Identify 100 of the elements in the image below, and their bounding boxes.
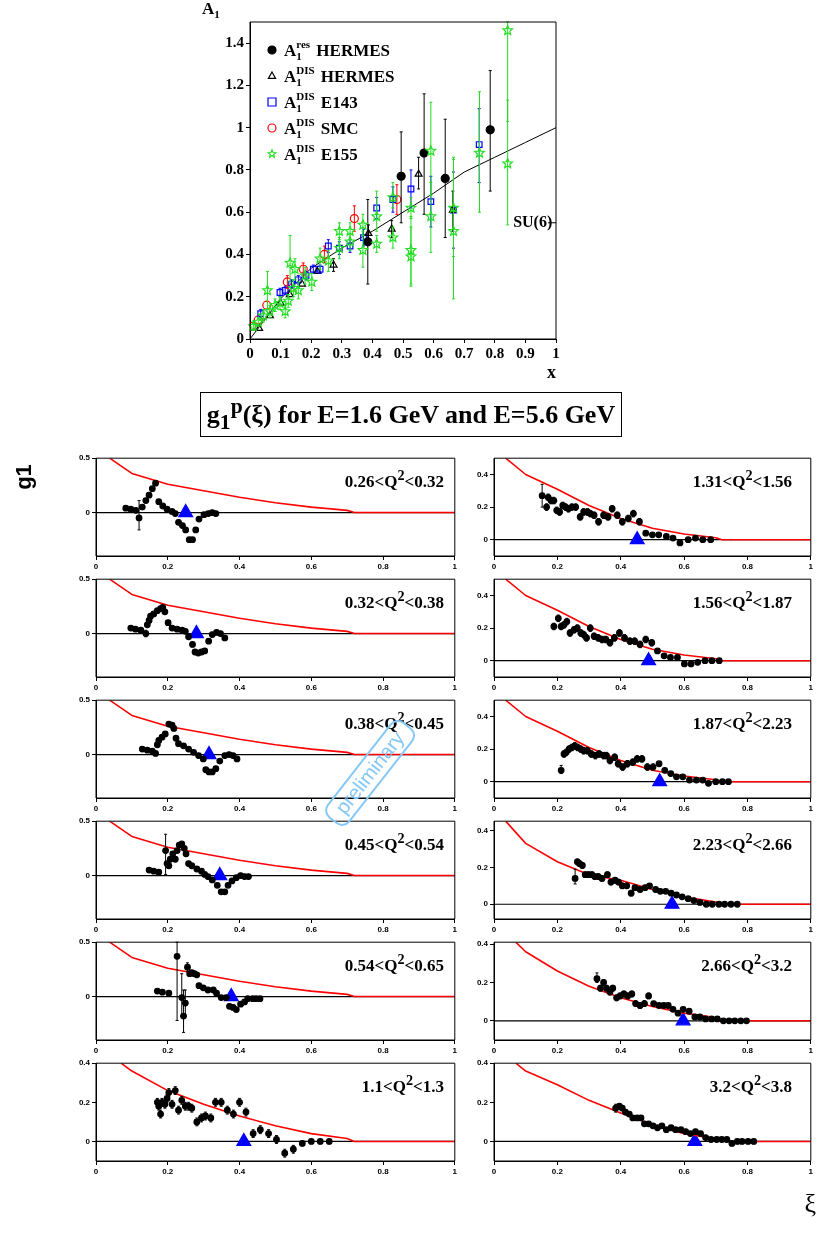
x-tick-label: 0 [93,925,99,934]
x-tick-label: 0.8 [741,562,754,571]
y-tick-label: 0.4 [476,469,489,479]
x-tick-label: 0.4 [615,925,627,934]
x-tick-label: 0.3 [332,344,352,361]
x-tick-label: 0.2 [162,804,174,813]
x-tick-label: 0.8 [377,683,390,692]
x-tick-label: 0.4 [615,1167,627,1176]
x-tick-label: 1 [452,1167,458,1176]
annotation: 1.31<Q$^{2}$<1.56 [692,467,792,492]
x-tick-label: 0.2 [162,1167,174,1176]
x-tick-label: 0.4 [615,683,627,692]
x-tick-label: 0 [93,1167,99,1176]
x-tick-label: 0.6 [678,1046,691,1055]
y-tick-label: 0.5 [78,574,91,584]
annotation: 0.32<Q$^{2}$<0.38 [344,588,444,613]
x-tick-label: 0.8 [377,562,390,571]
y-tick-label: 0 [85,749,91,759]
x-tick-label: 1 [452,1046,458,1055]
x-tick-label: 1 [452,562,458,571]
x-tick-label: 0.8 [377,1167,390,1176]
annotation: 2.23<Q$^{2}$<2.66 [692,830,792,855]
y-tick-label: 0 [483,1016,489,1026]
x-tick-label: 0.8 [741,1046,754,1055]
y-tick-label: 0 [85,1136,91,1146]
y-tick-label: 0.5 [78,937,91,947]
x-tick-label: 0.7 [454,344,475,361]
x-tick-label: 0.2 [162,1046,174,1055]
y-tick-label: 0.2 [476,1097,489,1107]
y-tick-label: 0 [236,329,244,346]
y-tick-label: 0.8 [225,160,244,177]
x-tick-label: 0.8 [741,683,754,692]
x-tick-label: 0.6 [678,804,691,813]
x-tick-label: 0.4 [615,562,627,571]
x-tick-label: 0.2 [551,683,564,692]
x-tick-label: 0.2 [551,804,564,813]
y-tick-label: 0.4 [78,1058,91,1068]
x-tick-label: 0.4 [615,804,627,813]
annotation: 0.54<Q$^{2}$<0.65 [344,951,444,976]
y-tick-label: 0.5 [78,453,91,463]
y-tick-label: 0.2 [476,744,489,754]
annotation: 1.1<Q$^{2}$<1.3 [361,1072,444,1097]
x-tick-label: 1 [552,344,560,361]
annotation: 2.66<Q$^{2}$<3.2 [701,951,792,976]
x-tick-label: 1 [808,804,814,813]
x-tick-label: 0.6 [305,562,318,571]
x-tick-label: 0 [93,804,99,813]
annotation: 1.87<Q$^{2}$<2.23 [692,709,792,734]
x-tick-label: 1 [808,683,814,692]
y-tick-label: 0.6 [225,203,245,220]
x-axis-title: x [547,361,556,382]
y-tick-label: 0.4 [225,245,245,262]
x-tick-label: 0 [491,804,497,813]
y-tick-label: 0.5 [78,695,91,705]
y-tick-label: 0 [483,899,489,909]
y-tick-label: 0.2 [476,623,489,633]
y-tick-label: 0.4 [476,711,489,721]
y-tick-label: 0.2 [476,862,489,872]
x-tick-label: 0.2 [162,562,174,571]
y-tick-label: 0 [483,534,489,544]
x-tick-label: 0.6 [678,1167,691,1176]
x-tick-label: 0 [93,562,99,571]
x-tick-label: 0.2 [162,925,174,934]
y-tick-label: 0.5 [78,816,91,826]
x-tick-label: 0.4 [615,1046,627,1055]
x-tick-label: 0.2 [551,1167,564,1176]
x-tick-label: 0 [93,683,99,692]
x-axis-title: ξ [804,1189,816,1219]
x-tick-label: 0.8 [741,1167,754,1176]
x-tick-label: 0.9 [516,344,535,361]
x-tick-label: 1 [808,925,814,934]
y-tick-label: 0.4 [476,939,489,949]
y-tick-label: 1.4 [225,34,245,51]
x-tick-label: 1 [452,804,458,813]
y-tick-label: 0.4 [476,1058,489,1068]
x-tick-label: 0.6 [305,925,318,934]
x-tick-label: 0 [491,562,497,571]
x-tick-label: 1 [452,683,458,692]
x-tick-label: 0 [491,925,497,934]
x-tick-label: 0.4 [363,344,383,361]
y-tick-label: 0 [85,870,91,880]
x-tick-label: 0.6 [678,562,691,571]
annotation: SU(6) [513,212,553,231]
x-tick-label: 1 [808,1046,814,1055]
x-tick-label: 0.2 [551,925,564,934]
x-tick-label: 0.8 [741,925,754,934]
y-tick-label: 1.2 [225,76,244,93]
annotation: 0.45<Q$^{2}$<0.54 [344,830,444,855]
y-tick-label: 1 [236,118,244,135]
y-tick-label: 0.2 [476,977,489,987]
x-tick-label: 0.1 [271,344,290,361]
x-tick-label: 0.6 [424,344,444,361]
x-tick-label: 1 [452,925,458,934]
x-tick-label: 0.8 [741,804,754,813]
y-tick-label: 0 [85,507,91,517]
y-tick-label: 0 [483,776,489,786]
annotation: 0.26<Q$^{2}$<0.32 [344,467,444,492]
x-tick-label: 0.6 [678,925,691,934]
y-tick-label: 0.4 [476,825,489,835]
y-tick-label: 0 [85,628,91,638]
